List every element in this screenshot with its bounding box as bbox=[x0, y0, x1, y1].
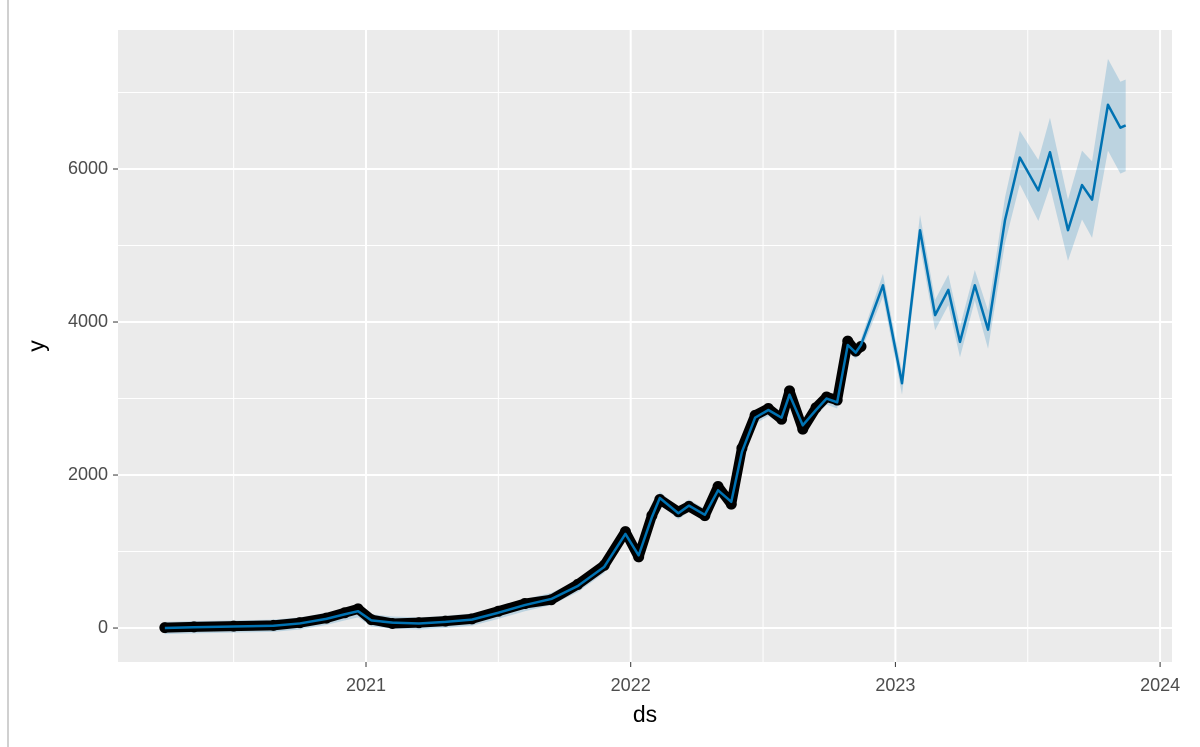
y-tick-label: 4000 bbox=[68, 311, 108, 331]
observed-point bbox=[725, 498, 737, 510]
panel bbox=[118, 30, 1172, 662]
observed-point bbox=[797, 423, 809, 435]
observed-point bbox=[619, 526, 631, 538]
forecast-line bbox=[164, 103, 1127, 630]
x-tick-label: 2024 bbox=[1140, 675, 1180, 695]
y-tick-label: 0 bbox=[98, 617, 108, 637]
y-tick-label: 6000 bbox=[68, 158, 108, 178]
observed-point bbox=[749, 409, 761, 421]
x-tick-label: 2022 bbox=[611, 675, 651, 695]
observed-point bbox=[810, 402, 822, 414]
observed-point bbox=[784, 385, 796, 397]
x-tick-label: 2023 bbox=[875, 675, 915, 695]
y-tick-label: 2000 bbox=[68, 464, 108, 484]
x-tick-label: 2021 bbox=[346, 675, 386, 695]
x-axis-title: ds bbox=[633, 701, 657, 727]
observed-point bbox=[712, 480, 724, 492]
y-axis-title: y bbox=[23, 340, 49, 352]
observed-point bbox=[633, 551, 645, 563]
observed-point bbox=[842, 335, 854, 347]
